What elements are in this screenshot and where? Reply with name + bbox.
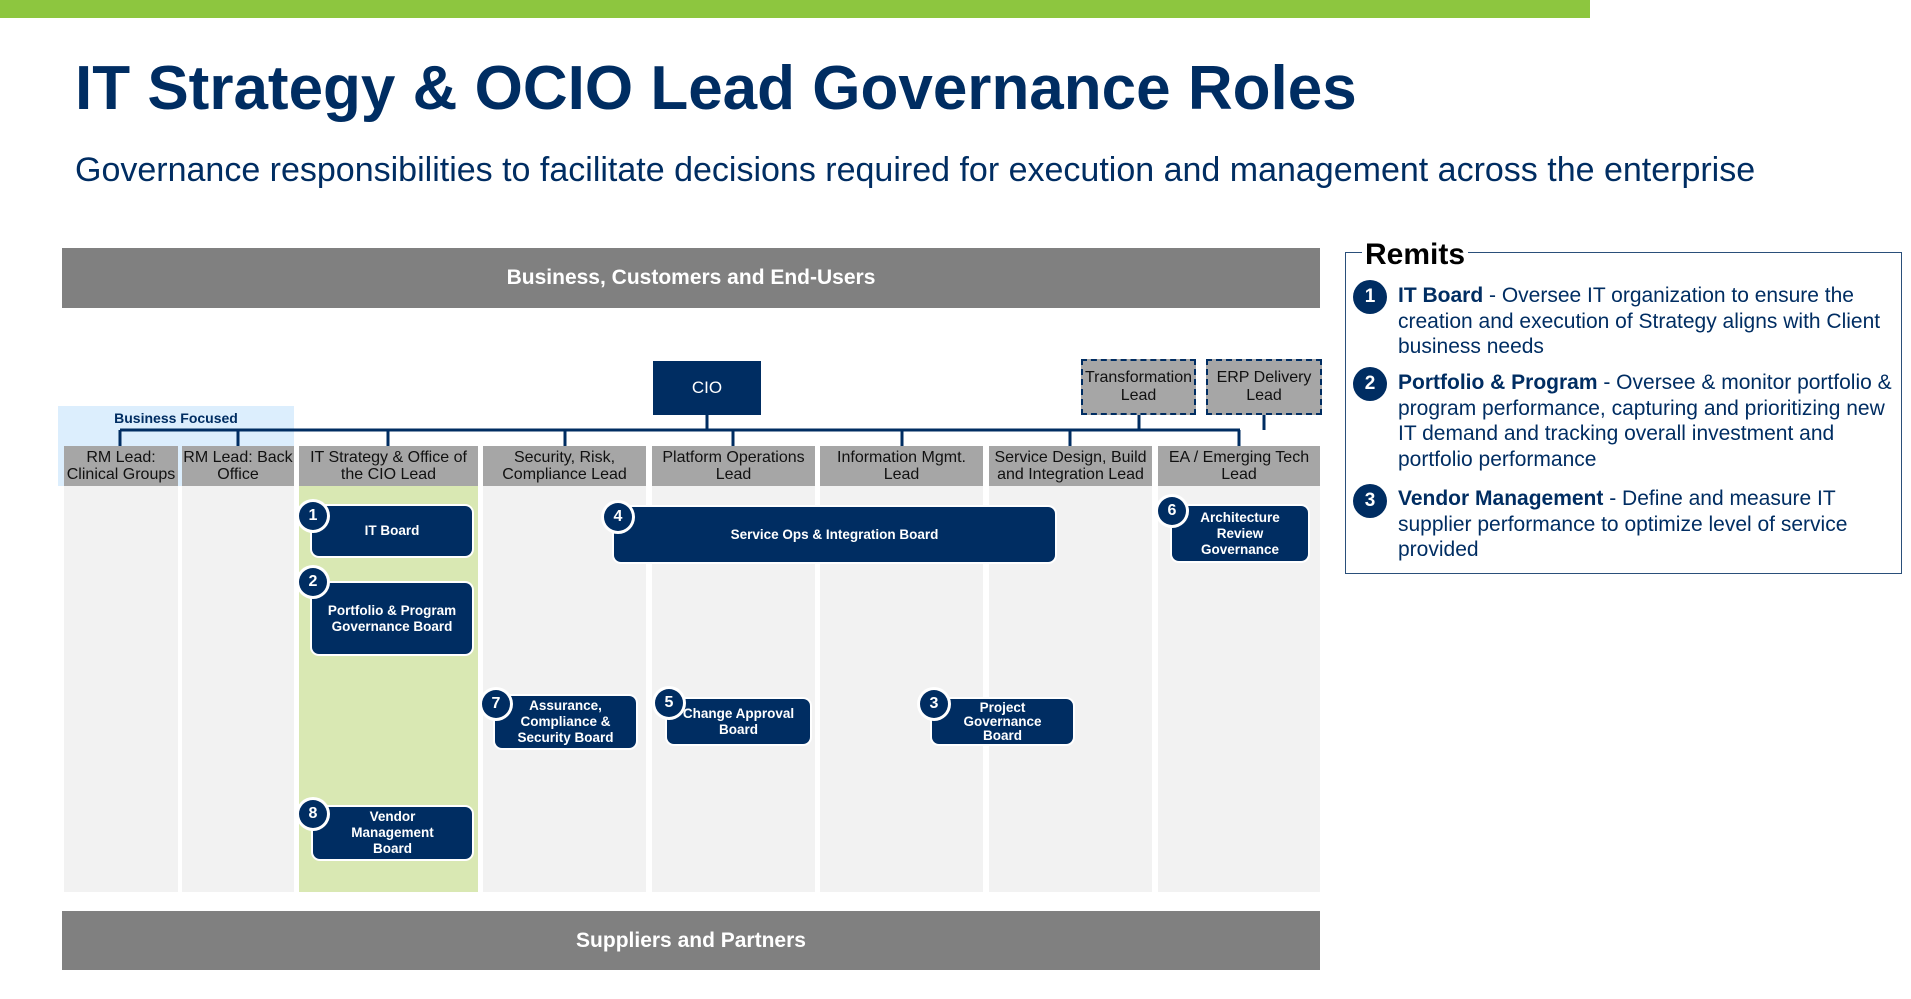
- business-customers-bar: Business, Customers and End-Users: [62, 248, 1320, 308]
- column-header-info-mgmt: Information Mgmt. Lead: [820, 446, 983, 486]
- board-change-approval: Change Approval Board: [667, 699, 810, 744]
- board-number-badge: 4: [604, 503, 632, 531]
- column-header-service-design: Service Design, Build and Integration Le…: [989, 446, 1152, 486]
- remit-item-name: IT Board: [1398, 284, 1484, 307]
- board-number-badge: 1: [299, 502, 327, 530]
- erp-delivery-lead-box: ERP Delivery Lead: [1206, 359, 1322, 415]
- board-number-badge: 2: [299, 568, 327, 596]
- column-header-platform: Platform Operations Lead: [652, 446, 815, 486]
- board-number-badge: 5: [655, 689, 683, 717]
- suppliers-partners-bar: Suppliers and Partners: [62, 911, 1320, 970]
- board-number-badge: 6: [1158, 497, 1186, 525]
- column-header-it-strategy: IT Strategy & Office of the CIO Lead: [299, 446, 478, 486]
- column-header-ea: EA / Emerging Tech Lead: [1158, 446, 1320, 486]
- page-subtitle: Governance responsibilities to facilitat…: [75, 151, 1756, 189]
- remit-item-name: Vendor Management: [1398, 487, 1604, 510]
- board-architecture-review: Architecture Review Governance: [1172, 506, 1308, 561]
- remit-item-desc: - Define and measure IT supplier perform…: [1398, 487, 1848, 561]
- remit-item-it-board: IT Board - Oversee IT organization to en…: [1398, 283, 1898, 360]
- board-portfolio-program: Portfolio & Program Governance Board: [312, 583, 472, 654]
- column-bg-clinical: [64, 486, 178, 892]
- board-project-governance: Project Governance Board: [932, 699, 1073, 744]
- page-title: IT Strategy & OCIO Lead Governance Roles: [75, 54, 1357, 123]
- remit-item-name: Portfolio & Program: [1398, 371, 1598, 394]
- remit-item-desc: - Oversee IT organization to ensure the …: [1398, 284, 1881, 358]
- board-number-badge: 7: [482, 690, 510, 718]
- business-focused-label: Business Focused: [114, 410, 238, 426]
- cio-box: CIO: [653, 361, 761, 415]
- remit-number-badge: 2: [1353, 367, 1387, 401]
- column-header-security: Security, Risk, Compliance Lead: [483, 446, 646, 486]
- column-bg-backoffice: [182, 486, 294, 892]
- column-header-clinical: RM Lead: Clinical Groups: [64, 446, 178, 486]
- column-header-backoffice: RM Lead: Back Office: [182, 446, 294, 486]
- remits-title: Remits: [1362, 238, 1469, 271]
- remit-number-badge: 3: [1353, 484, 1387, 518]
- remit-item-portfolio-program: Portfolio & Program - Oversee & monitor …: [1398, 370, 1898, 472]
- remit-item-desc: - Oversee & monitor portfolio & program …: [1398, 371, 1892, 471]
- board-assurance-compliance-security: Assurance, Compliance & Security Board: [495, 696, 636, 748]
- board-vendor-management: Vendor Management Board: [313, 807, 472, 859]
- board-service-ops-integration: Service Ops & Integration Board: [614, 507, 1055, 562]
- board-number-badge: 3: [920, 690, 948, 718]
- remits-panel: [1345, 252, 1902, 574]
- board-it-board: IT Board: [312, 506, 472, 556]
- remit-item-vendor-management: Vendor Management - Define and measure I…: [1398, 486, 1898, 563]
- transformation-lead-box: Transformation Lead: [1081, 359, 1196, 415]
- top-accent-bar: [0, 0, 1590, 18]
- board-number-badge: 8: [299, 800, 327, 828]
- remit-number-badge: 1: [1353, 280, 1387, 314]
